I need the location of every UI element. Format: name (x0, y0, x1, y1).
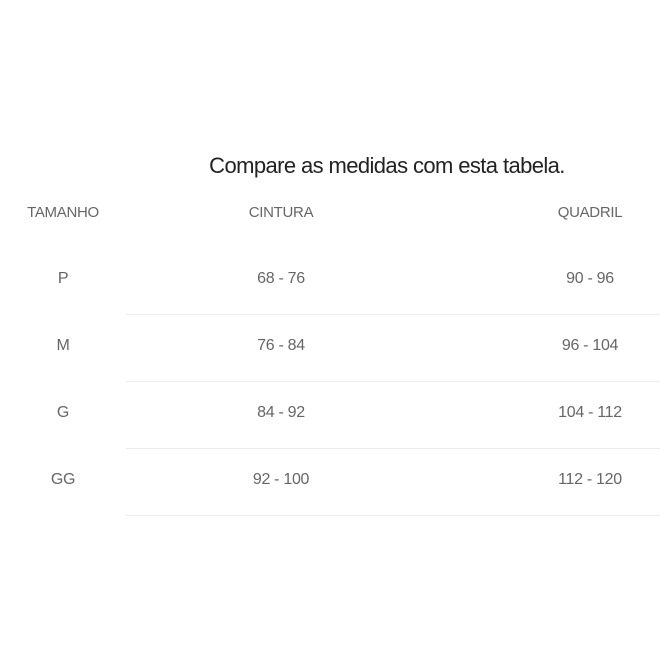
hip-cell: 96 - 104 (561, 337, 619, 354)
hip-cell: 104 - 112 (558, 404, 622, 421)
size-cell: M (56, 337, 70, 354)
waist-cell: 76 - 84 (257, 337, 305, 354)
size-cell: G (56, 404, 70, 421)
size-cell: P (57, 270, 69, 287)
waist-cell: 68 - 76 (257, 270, 305, 287)
header-tamanho: TAMANHO (27, 204, 99, 221)
table-title: Compare as medidas com esta tabela. (209, 153, 565, 178)
hip-cell: 90 - 96 (566, 270, 614, 287)
header-quadril: QUADRIL (557, 204, 623, 221)
row-divider (126, 314, 660, 315)
waist-cell: 92 - 100 (252, 471, 310, 488)
row-divider (126, 381, 660, 382)
hip-cell: 112 - 120 (558, 471, 622, 488)
row-divider (126, 448, 660, 449)
row-divider (126, 515, 660, 516)
header-cintura: CINTURA (248, 204, 314, 221)
waist-cell: 84 - 92 (257, 404, 305, 421)
size-cell: GG (50, 471, 76, 488)
